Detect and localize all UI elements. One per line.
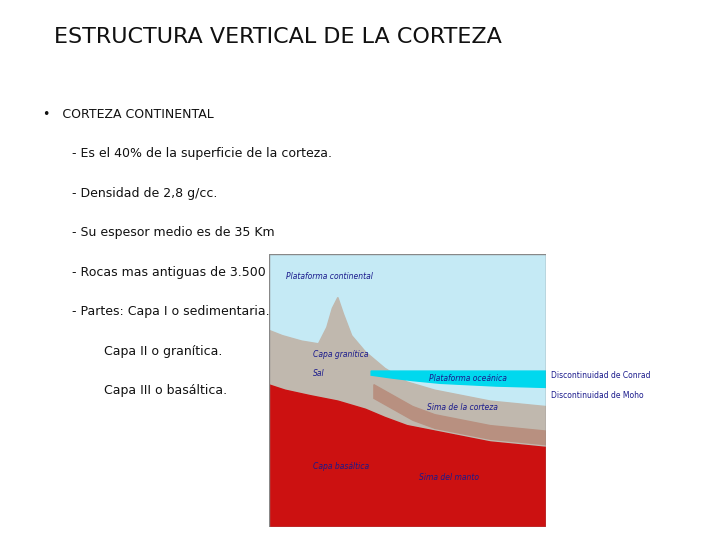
Text: Capa II o granítica.: Capa II o granítica. [72, 345, 222, 357]
Text: •   CORTEZA CONTINENTAL: • CORTEZA CONTINENTAL [43, 108, 214, 121]
Text: Sal: Sal [313, 369, 325, 379]
Text: ESTRUCTURA VERTICAL DE LA CORTEZA: ESTRUCTURA VERTICAL DE LA CORTEZA [54, 27, 502, 47]
Text: - Rocas mas antiguas de 3.500 m.a.: - Rocas mas antiguas de 3.500 m.a. [72, 266, 297, 279]
Text: Capa basáltica: Capa basáltica [313, 462, 369, 471]
Text: Plataforma continental: Plataforma continental [286, 272, 373, 281]
Text: - Su espesor medio es de 35 Km: - Su espesor medio es de 35 Km [72, 226, 274, 239]
Text: Plataforma oceánica: Plataforma oceánica [429, 374, 507, 383]
Text: Discontinuidad de Conrad: Discontinuidad de Conrad [551, 371, 650, 380]
Text: Discontinuidad de Moho: Discontinuidad de Moho [551, 391, 644, 400]
Text: Sima de la corteza: Sima de la corteza [427, 403, 498, 413]
Text: Capa III o basáltica.: Capa III o basáltica. [72, 384, 227, 397]
Text: - Partes: Capa I o sedimentaria.: - Partes: Capa I o sedimentaria. [72, 305, 269, 318]
Polygon shape [269, 384, 546, 526]
Polygon shape [269, 298, 546, 526]
Polygon shape [371, 371, 546, 387]
Text: Sima del manto: Sima del manto [419, 473, 479, 482]
Polygon shape [374, 384, 546, 445]
Text: - Densidad de 2,8 g/cc.: - Densidad de 2,8 g/cc. [72, 187, 217, 200]
Text: Capa granítica: Capa granítica [313, 350, 369, 359]
Text: - Es el 40% de la superficie de la corteza.: - Es el 40% de la superficie de la corte… [72, 147, 332, 160]
